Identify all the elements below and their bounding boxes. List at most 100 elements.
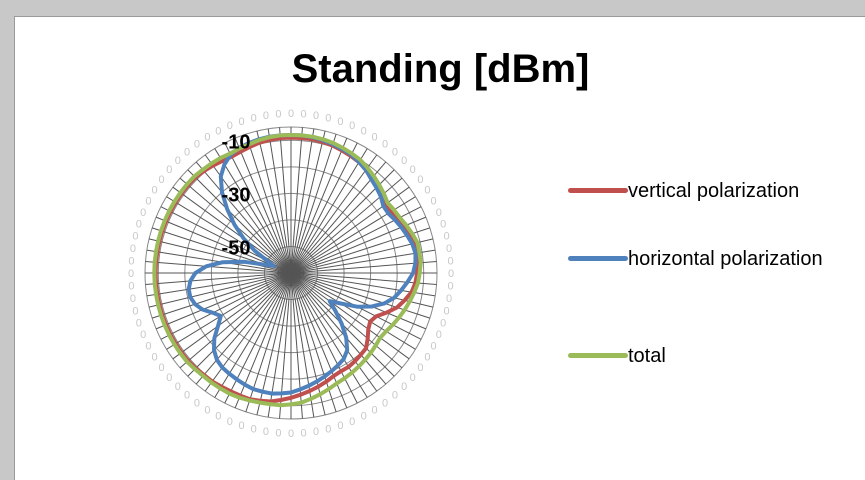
- angle-label: 0: [288, 108, 294, 120]
- grid-spoke: [160, 272, 292, 340]
- angle-label: 0: [417, 174, 423, 186]
- angle-label: 0: [361, 411, 367, 423]
- angle-label: 0: [440, 317, 446, 329]
- angle-label: 0: [444, 305, 450, 317]
- angle-label: 0: [152, 352, 158, 364]
- angle-label: 0: [424, 352, 430, 364]
- legend-label-total: total: [628, 345, 666, 367]
- grid-spoke: [187, 169, 292, 274]
- angle-label: 0: [313, 110, 319, 122]
- angle-label: 0: [128, 281, 134, 293]
- grid-spoke: [172, 186, 292, 274]
- angle-label: 0: [263, 110, 269, 122]
- angle-label: 0: [215, 125, 221, 137]
- angle-label: 0: [325, 424, 331, 436]
- legend-swatch-total: [568, 353, 628, 358]
- angle-label: 0: [300, 428, 306, 440]
- angle-label: 0: [130, 293, 136, 305]
- grid-spoke: [214, 272, 292, 398]
- angle-label: 0: [382, 397, 388, 409]
- angle-label: 0: [145, 341, 151, 353]
- legend-item-horizontal: horizontal polarization: [568, 245, 828, 273]
- angle-label: 0: [227, 120, 233, 132]
- grid-spoke: [290, 238, 434, 274]
- angle-label: 0: [392, 146, 398, 158]
- angle-label: 0: [424, 184, 430, 196]
- angle-label: 0: [288, 428, 294, 440]
- legend-swatch-vertical: [568, 188, 628, 193]
- angle-label: 0: [430, 195, 436, 207]
- angle-label: 0: [128, 255, 134, 267]
- grid-spoke: [187, 272, 292, 377]
- grid-spoke: [290, 133, 337, 274]
- chart-title: Standing [dBm]: [291, 47, 590, 91]
- grid-spoke: [146, 272, 292, 297]
- grid-spoke: [290, 130, 326, 274]
- angle-label: 0: [128, 268, 134, 280]
- angle-label: 0: [175, 381, 181, 393]
- radar-plot: 0 0 0 0 0 0 0000000000000000000000000000000000…: [128, 108, 454, 440]
- grid-spoke: [290, 272, 403, 369]
- angle-label: 0: [372, 404, 378, 416]
- radial-tick-label: -30: [222, 184, 251, 206]
- grid-spoke: [290, 272, 348, 409]
- angle-label: 0: [275, 108, 281, 120]
- grid-spoke: [148, 238, 292, 274]
- angle-label: 0: [349, 120, 355, 132]
- radial-tick-label: -50: [222, 237, 251, 259]
- angle-label: 0: [275, 428, 281, 440]
- angle-label: 0: [430, 341, 436, 353]
- grid-spoke: [290, 272, 378, 392]
- grid-spoke: [290, 128, 315, 274]
- angle-label: 0: [184, 146, 190, 158]
- angle-label: 0: [410, 164, 416, 176]
- grid-spoke: [224, 272, 292, 404]
- grid-spoke: [145, 261, 292, 274]
- grid-spoke: [290, 142, 358, 274]
- angle-label: 0: [436, 329, 442, 341]
- angle-label: 0: [238, 116, 244, 128]
- angle-label: 0: [132, 231, 138, 243]
- angle-label: 0: [145, 195, 151, 207]
- grid-spoke: [166, 272, 292, 350]
- grid-spoke: [234, 137, 292, 274]
- angle-label: 0: [158, 362, 164, 374]
- angle-label: 0: [194, 397, 200, 409]
- angle-label: 0: [392, 390, 398, 402]
- angle-label: 0: [136, 317, 142, 329]
- angle-label: 0: [448, 268, 454, 280]
- angle-label: 0: [337, 116, 343, 128]
- grid-spoke: [166, 196, 292, 274]
- grid-spoke: [290, 154, 378, 274]
- grid-spoke: [290, 272, 416, 350]
- angle-label: 0: [447, 281, 453, 293]
- angle-label: 0: [372, 132, 378, 144]
- grid-spoke: [148, 272, 292, 308]
- grid-spoke: [290, 272, 326, 416]
- angle-label: 0: [444, 231, 450, 243]
- angle-label: 0: [417, 362, 423, 374]
- grid-spoke: [195, 161, 292, 274]
- grid-spoke: [290, 272, 427, 330]
- grid-spoke: [151, 272, 292, 319]
- angle-label: 0: [446, 293, 452, 305]
- angle-label: 0: [436, 207, 442, 219]
- angle-label: 0: [325, 112, 331, 124]
- grid-spoke: [195, 272, 292, 385]
- grid-spoke: [290, 261, 437, 274]
- angle-label: 0: [263, 426, 269, 438]
- grid-spoke: [179, 272, 292, 369]
- angle-label: 0: [401, 155, 407, 167]
- angle-label: 0: [361, 125, 367, 137]
- angle-label: 0: [238, 420, 244, 432]
- legend-item-vertical: vertical polarization: [568, 177, 828, 205]
- angle-label: 0: [140, 329, 146, 341]
- angle-label: 0: [313, 426, 319, 438]
- grid-spoke: [290, 137, 348, 274]
- grid-spoke: [290, 272, 315, 418]
- grid-spoke: [145, 272, 292, 285]
- legend-label-horizontal: horizontal polarization: [628, 248, 823, 270]
- grid-spoke: [290, 272, 437, 285]
- angle-label: 0: [227, 416, 233, 428]
